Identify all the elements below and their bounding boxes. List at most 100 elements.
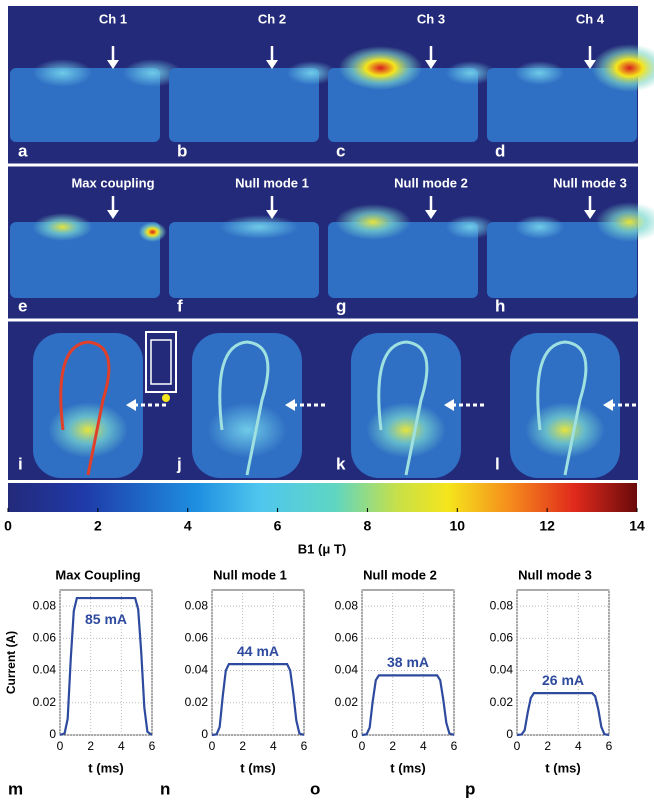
panel-letter: p <box>465 779 475 798</box>
panel-letter: b <box>177 141 187 160</box>
y-tick-label: 0.06 <box>185 631 209 645</box>
panel-letter: m <box>8 779 23 798</box>
arrow-head <box>126 399 136 411</box>
map-hotspot <box>335 204 411 240</box>
x-tick-label: 2 <box>389 739 396 753</box>
map-title: Ch 4 <box>576 11 605 26</box>
line-series <box>59 596 153 737</box>
chart-title: Null mode 3 <box>518 567 592 582</box>
x-tick-label: 4 <box>118 739 125 753</box>
map-hotspot <box>525 402 605 458</box>
map-hotspot <box>122 59 183 87</box>
panel-letter: l <box>495 454 500 473</box>
panel-letter: i <box>18 454 23 473</box>
coil-icon <box>150 339 172 385</box>
arrow-head <box>603 399 613 411</box>
x-tick-label: 0 <box>359 739 366 753</box>
panel-letter: g <box>336 296 346 315</box>
coil-feed <box>162 394 170 402</box>
y-tick-label: 0.06 <box>335 631 359 645</box>
x-tick-label: 6 <box>301 739 308 753</box>
map-hotspot <box>591 44 654 92</box>
arrow-head <box>425 210 437 219</box>
map-image <box>10 68 160 142</box>
colorbar-tick-label: 0 <box>4 518 12 534</box>
panel-letter: h <box>495 296 505 315</box>
annotation: 38 mA <box>387 654 429 670</box>
colorbar-label: B1 (μ T) <box>298 541 346 556</box>
x-tick-label: 0 <box>57 739 64 753</box>
arrow-head <box>285 399 295 411</box>
y-axis-label: Current (A) <box>4 631 18 694</box>
x-tick-label: 0 <box>514 739 521 753</box>
y-tick-label: 0.06 <box>33 631 57 645</box>
panel-letter: k <box>336 454 346 473</box>
x-tick-label: 4 <box>270 739 277 753</box>
x-tick-label: 4 <box>575 739 582 753</box>
colorbar-tick-label: 6 <box>274 518 282 534</box>
y-tick-label: 0.08 <box>185 598 209 612</box>
y-tick-label: 0.06 <box>490 631 514 645</box>
map-coil <box>536 340 588 476</box>
map-hotspot <box>207 402 287 458</box>
panel-letter: f <box>177 296 183 315</box>
annotation: 85 mA <box>85 611 127 627</box>
x-tick-label: 6 <box>451 739 458 753</box>
colorbar <box>8 483 637 512</box>
x-axis-label: t (ms) <box>545 760 580 775</box>
map-hotspot <box>32 213 93 241</box>
map-title: Ch 3 <box>417 11 445 26</box>
line-series <box>516 692 610 737</box>
colorbar-tick-label: 10 <box>449 518 465 534</box>
map-title: Null mode 3 <box>553 175 627 190</box>
line-series <box>211 663 305 737</box>
plot-frame <box>211 589 305 736</box>
y-tick-label: 0.08 <box>490 598 514 612</box>
x-tick-label: 6 <box>606 739 613 753</box>
map-coil <box>377 340 429 476</box>
map-image <box>487 68 637 142</box>
panel-letter: c <box>336 141 345 160</box>
colorbar-tick-label: 12 <box>539 518 555 534</box>
map-title: Null mode 1 <box>235 175 309 190</box>
panel-letter: o <box>310 779 320 798</box>
map-hotspot <box>219 215 299 239</box>
chart-title: Null mode 2 <box>363 567 437 582</box>
y-tick-label: 0.04 <box>490 663 514 677</box>
x-tick-label: 2 <box>87 739 94 753</box>
map-hotspot <box>445 61 496 85</box>
y-tick-label: 0.04 <box>185 663 209 677</box>
map-image <box>328 222 478 298</box>
map-hotspot <box>514 61 565 85</box>
map-hotspot <box>445 215 496 239</box>
colorbar-tick-label: 14 <box>629 518 645 534</box>
map-title: Ch 1 <box>99 11 127 26</box>
plot-frame <box>59 589 153 736</box>
map-image <box>169 68 319 142</box>
y-tick-label: 0 <box>49 727 56 741</box>
y-tick-label: 0.02 <box>335 695 359 709</box>
panel-letter: a <box>18 141 28 160</box>
panel-letter: e <box>18 296 27 315</box>
arrow-head <box>584 60 596 69</box>
y-tick-label: 0.08 <box>33 598 57 612</box>
chart-title: Max Coupling <box>55 567 140 582</box>
y-tick-label: 0 <box>506 727 513 741</box>
map-hotspot <box>48 402 128 458</box>
arrow-head <box>584 210 596 219</box>
map-hotspot <box>338 46 423 90</box>
map-hotspot <box>366 402 446 458</box>
x-tick-label: 6 <box>149 739 156 753</box>
colorbar-tick-label: 4 <box>184 518 192 534</box>
colorbar-tick-label: 8 <box>364 518 372 534</box>
panel-letter: d <box>495 141 505 160</box>
plot-frame <box>516 589 610 736</box>
map-title: Null mode 2 <box>394 175 468 190</box>
y-tick-label: 0.04 <box>33 663 57 677</box>
arrow-head <box>444 399 454 411</box>
y-tick-label: 0.04 <box>335 663 359 677</box>
y-tick-label: 0.02 <box>490 695 514 709</box>
arrow-head <box>107 60 119 69</box>
annotation: 44 mA <box>237 643 279 659</box>
